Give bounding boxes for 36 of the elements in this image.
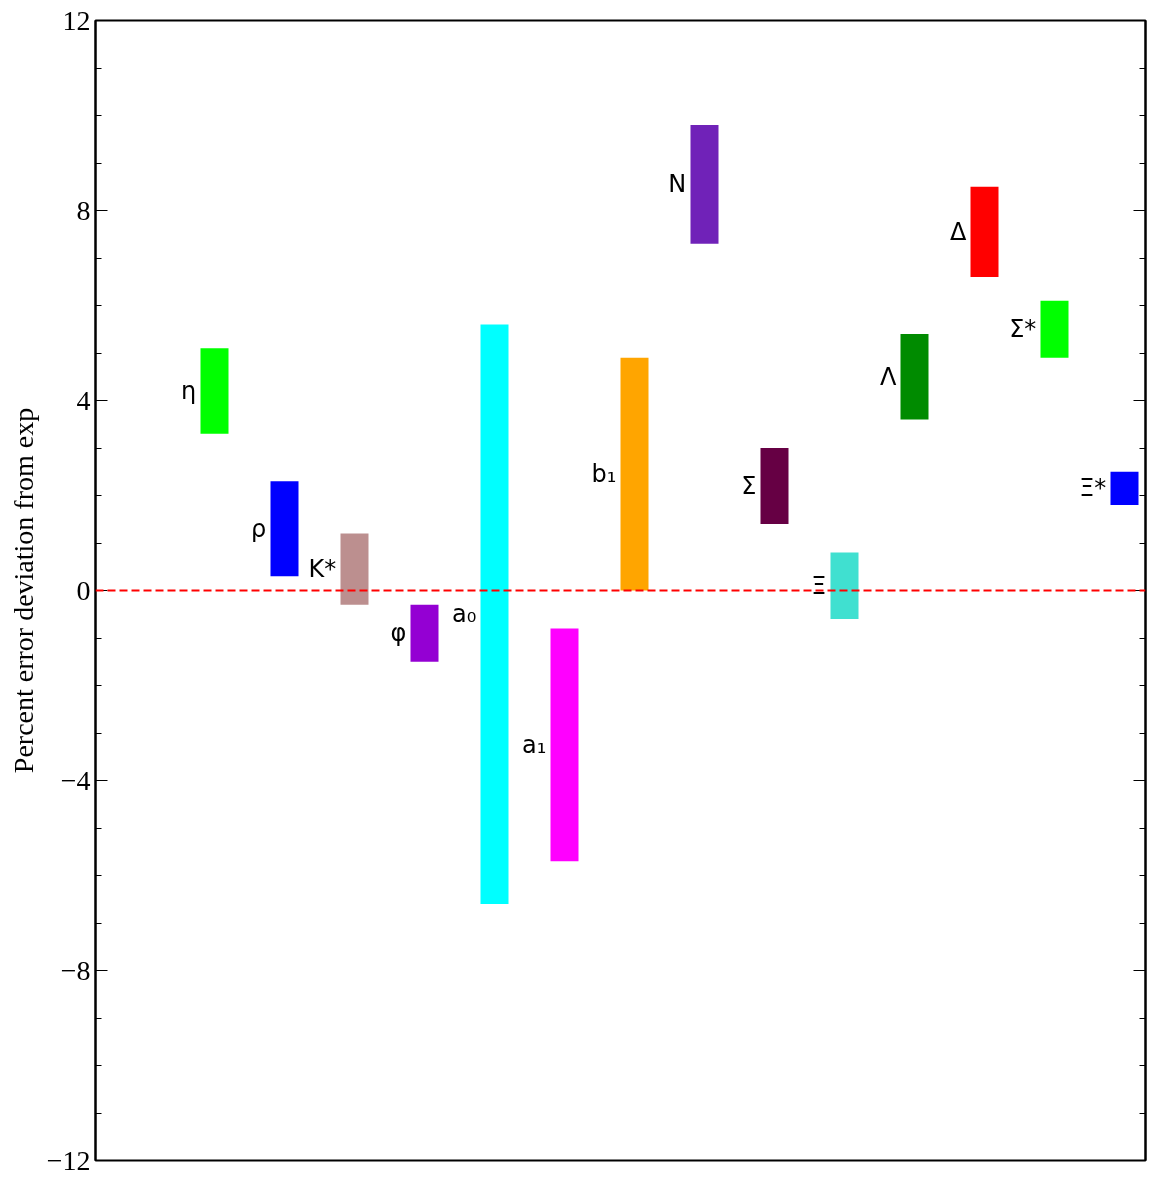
bar xyxy=(900,334,929,420)
bar xyxy=(1040,300,1069,358)
x-tick-label: Ξ* xyxy=(1079,474,1107,503)
x-tick-label: φ xyxy=(390,619,407,648)
bar xyxy=(690,125,719,244)
x-tick-label: N xyxy=(668,170,687,199)
x-tick-label: Σ xyxy=(741,472,757,500)
bar xyxy=(620,357,649,591)
y-tick-label: −4 xyxy=(60,764,91,796)
bar xyxy=(340,533,369,605)
y-tick-label: 4 xyxy=(76,384,91,416)
bar xyxy=(410,604,439,662)
x-tick-label: a₁ xyxy=(521,730,547,759)
x-tick-label: η xyxy=(181,377,197,405)
y-tick-label: −12 xyxy=(46,1144,91,1176)
x-tick-label: b₁ xyxy=(591,460,617,489)
y-tick-label: −8 xyxy=(60,954,91,986)
bar xyxy=(970,186,999,277)
bar xyxy=(830,552,859,619)
bar xyxy=(1110,471,1139,505)
x-tick-label: Λ xyxy=(879,362,897,391)
bar xyxy=(550,628,579,862)
bar xyxy=(760,448,789,524)
y-axis-title: Percent error deviation from exp xyxy=(7,407,39,774)
bar xyxy=(270,481,299,577)
x-tick-label: Σ* xyxy=(1009,315,1037,344)
x-tick-label: a₀ xyxy=(451,600,477,629)
y-tick-label: 12 xyxy=(62,4,91,36)
x-tick-label: Ξ xyxy=(811,571,827,600)
y-tick-label: 8 xyxy=(76,194,91,226)
x-tick-label: ρ xyxy=(251,514,267,543)
bar xyxy=(480,324,509,904)
x-tick-label: K* xyxy=(308,555,337,584)
bar xyxy=(200,348,229,434)
y-tick-label: 0 xyxy=(76,574,91,606)
x-tick-label: Δ xyxy=(949,217,967,246)
